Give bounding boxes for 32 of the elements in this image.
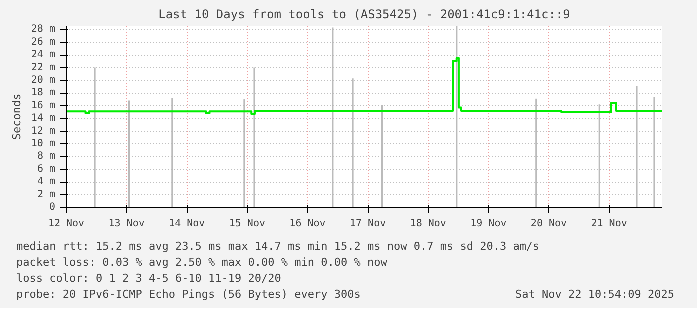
y-tick-label: 0 (49, 202, 56, 213)
y-tick-label: 28 m (31, 24, 56, 36)
y-axis-title: Seconds (10, 94, 24, 140)
y-tick-label: 24 m (31, 50, 56, 61)
x-tick-label: 15 Nov (229, 218, 266, 230)
x-tick-label: 17 Nov (350, 218, 386, 230)
y-tick-label: 4 m (37, 176, 56, 188)
x-tick-label: 21 Nov (591, 218, 628, 230)
y-tick-label: 10 m (31, 138, 56, 150)
y-tick-label: 14 m (31, 113, 56, 124)
x-tick-label: 13 Nov (108, 218, 145, 230)
y-tick-label: 12 m (31, 126, 56, 137)
chart-title: Last 10 Days from tools to (AS35425) - 2001:41c9:1:41c::9 (158, 8, 570, 22)
y-tick-label: 2 m (37, 189, 56, 200)
x-tick-label: 19 Nov (470, 218, 507, 230)
y-tick-label: 18 m (31, 88, 56, 99)
text: loss color: 0 1 2 3 4-5 6-10 11-19 20/20 (16, 272, 282, 285)
y-tick-label: 16 m (31, 100, 56, 112)
text: packet loss: 0.03 % avg 2.50 % max 0.00 % min 0.00 % now (16, 256, 388, 269)
text: probe: 20 IPv6-ICMP Echo Pings (56 Bytes) every 300s (16, 288, 361, 301)
y-tick-label: 22 m (31, 62, 56, 74)
x-tick-label: 18 Nov (410, 218, 446, 230)
x-tick-label: 12 Nov (48, 218, 85, 230)
y-tick-label: 20 m (31, 74, 56, 86)
x-tick-label: 20 Nov (530, 218, 568, 230)
y-tick-label: 26 m (31, 36, 56, 48)
x-tick-label: 16 Nov (290, 218, 326, 230)
y-tick-label: 6 m (37, 164, 56, 175)
text: Sat Nov 22 10:54:09 2025 (516, 288, 674, 301)
text: median rtt: 15.2 ms avg 23.5 ms max 14.7 ms min 15.2 ms now 0.7 ms sd 20.3 am/s (16, 240, 540, 253)
y-tick-label: 8 m (37, 151, 56, 162)
x-tick-label: 14 Nov (169, 218, 206, 230)
